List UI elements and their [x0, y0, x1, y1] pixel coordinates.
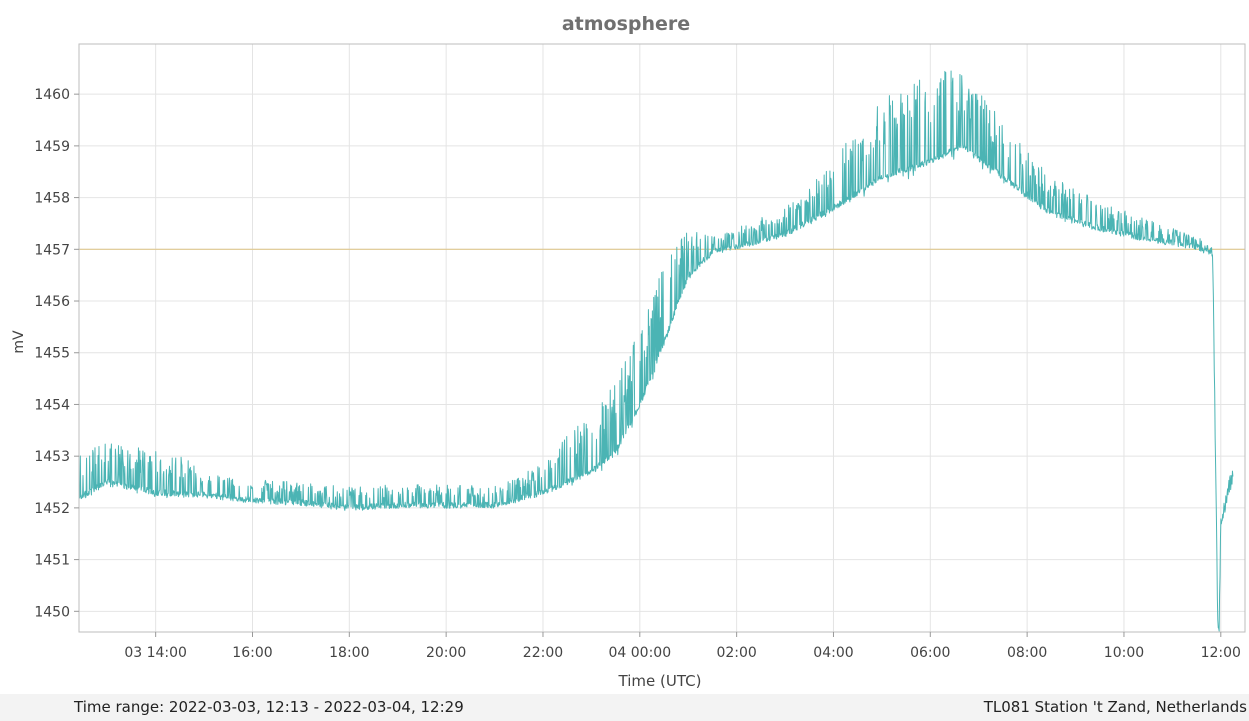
y-tick-label: 1454	[34, 397, 70, 413]
x-tick-label: 10:00	[1104, 645, 1144, 661]
y-tick-label: 1460	[34, 87, 70, 103]
x-tick-label: 20:00	[426, 645, 466, 661]
y-tick-label: 1456	[34, 294, 70, 310]
plot-frame	[78, 43, 1246, 633]
y-tick-label: 1458	[34, 191, 70, 207]
chart: 1450 1451 1452 1453 1454 1455 1456 1457 1458 1459…	[11, 13, 1246, 690]
x-tick-label: 18:00	[329, 645, 369, 661]
chart-title: atmosphere	[562, 13, 690, 35]
x-tick-label: 08:00	[1007, 645, 1047, 661]
x-tick-label: 16:00	[232, 645, 272, 661]
x-tick-label: 22:00	[523, 645, 563, 661]
x-axis-label: Time (UTC)	[618, 672, 702, 690]
y-tick-label: 1452	[34, 501, 70, 517]
x-tick-label: 03 14:00	[124, 645, 187, 661]
x-tick-label: 04:00	[813, 645, 853, 661]
series-line	[78, 70, 1234, 632]
y-tick-label: 1450	[34, 604, 70, 620]
footer-bar: Time range: 2022-03-03, 12:13 - 2022-03-…	[0, 694, 1249, 721]
y-axis-label: mV	[11, 330, 27, 354]
y-axis: 1450 1451 1452 1453 1454 1455 1456 1457 1458 1459…	[34, 87, 79, 620]
x-axis: 03 14:00 16:00 18:00 20:00 22:00 04 00:00 02:0…	[124, 632, 1241, 661]
x-tick-label: 04 00:00	[608, 645, 671, 661]
y-tick-label: 1451	[34, 553, 70, 569]
x-tick-label: 06:00	[910, 645, 950, 661]
x-tick-label: 02:00	[716, 645, 756, 661]
series-layer	[78, 70, 1234, 632]
y-tick-label: 1453	[34, 449, 70, 465]
station-label: TL081 Station 't Zand, Netherlands	[983, 698, 1247, 716]
y-tick-label: 1459	[34, 139, 70, 155]
x-tick-label: 12:00	[1201, 645, 1241, 661]
y-tick-label: 1455	[34, 346, 70, 362]
y-tick-label: 1457	[34, 242, 70, 258]
time-range-label: Time range: 2022-03-03, 12:13 - 2022-03-…	[74, 698, 464, 716]
